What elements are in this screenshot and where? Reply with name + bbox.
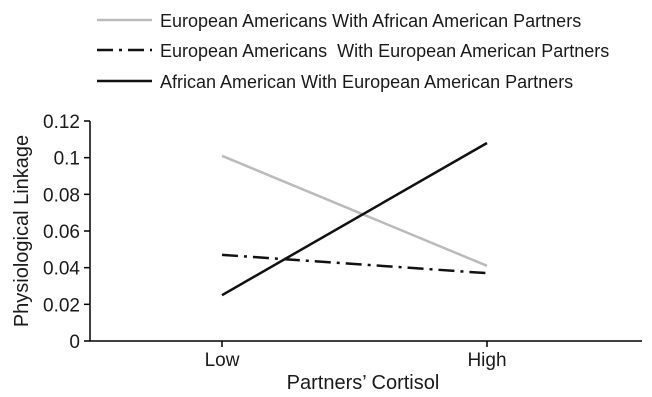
legend-label-3: African American With European American … xyxy=(160,72,573,92)
x-tick-label-low: Low xyxy=(205,350,240,371)
y-tick-label: 0.12 xyxy=(43,112,80,133)
x-ticks: Low High xyxy=(205,341,507,371)
series-line-3 xyxy=(221,141,488,297)
series-lines xyxy=(221,141,488,297)
series-line-2 xyxy=(221,253,488,275)
y-tick-label: 0.06 xyxy=(43,222,80,243)
y-axis-title: Physiological Linkage xyxy=(11,135,33,327)
x-axis-title: Partners’ Cortisol xyxy=(287,372,440,394)
y-tick-label: 0.02 xyxy=(43,295,80,316)
x-tick-label-high: High xyxy=(467,350,506,371)
series-line-1 xyxy=(221,154,488,267)
y-tick-label: 0.1 xyxy=(54,149,80,170)
axes xyxy=(89,121,642,342)
y-tick-label: 0.04 xyxy=(43,259,80,280)
y-tick-label: 0.08 xyxy=(43,185,80,206)
y-tick-label: 0 xyxy=(69,332,80,353)
y-ticks: 0 0.02 0.04 0.06 0.08 0.1 0.12 xyxy=(43,112,90,353)
legend-label-2: European Americans With European America… xyxy=(160,41,609,61)
legend-label-1: European Americans With African American… xyxy=(160,11,581,31)
legend: European Americans With African American… xyxy=(97,11,609,92)
